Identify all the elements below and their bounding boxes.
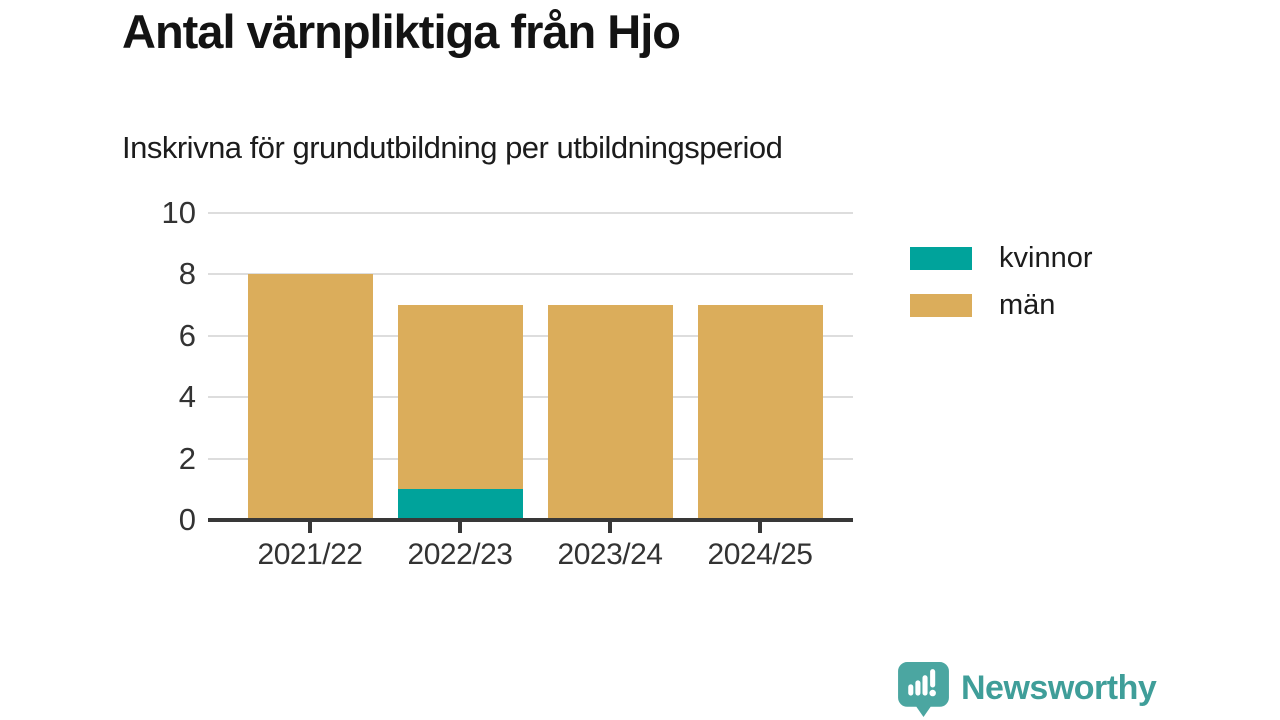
bar-segment-kvinnor [397, 489, 523, 520]
x-tick-mark [458, 522, 462, 533]
bar-segment-män [697, 305, 823, 520]
y-tick-label: 8 [178, 256, 196, 292]
x-tick-label: 2024/25 [707, 538, 813, 571]
brand-wordmark: Newsworthy [961, 669, 1157, 707]
brand-footer: Newsworthy [897, 661, 1157, 719]
gridline-2 [208, 457, 853, 460]
y-tick-label: 0 [178, 502, 196, 537]
y-tick-label: 2 [178, 440, 196, 476]
legend: kvinnor män [910, 242, 1093, 341]
chart-subtitle: Inskrivna för grundutbildning per utbild… [122, 130, 783, 165]
gridline-4 [208, 396, 853, 399]
x-tick-label: 2023/24 [557, 538, 663, 571]
y-tick-label: 6 [178, 317, 196, 353]
bar-stack-2021/22 [247, 274, 373, 520]
legend-item-man: män [910, 289, 1093, 321]
x-axis-line [208, 518, 853, 522]
bar-segment-män [397, 305, 523, 490]
x-tick-mark [308, 522, 312, 533]
y-tick-label: 10 [161, 195, 196, 230]
bar-segment-män [247, 274, 373, 520]
x-tick-label: 2022/23 [407, 538, 513, 571]
legend-label-man: män [999, 289, 1056, 321]
legend-label-kvinnor: kvinnor [999, 242, 1093, 274]
bar-stack-2022/23 [397, 305, 523, 520]
newsworthy-logo-icon [898, 662, 949, 717]
gridline-8 [208, 273, 853, 276]
bar-stack-2023/24 [547, 305, 673, 520]
legend-item-kvinnor: kvinnor [910, 242, 1093, 274]
legend-swatch-man [910, 294, 972, 317]
gridline-10 [208, 212, 853, 214]
legend-swatch-kvinnor [910, 247, 972, 270]
x-axis: 2021/22 2022/23 2023/24 2024/25 [208, 520, 853, 590]
x-tick-mark [758, 522, 762, 533]
x-tick-mark [608, 522, 612, 533]
plot-area [208, 212, 853, 522]
x-tick-label: 2021/22 [257, 538, 363, 571]
y-tick-label: 4 [178, 379, 196, 415]
bar-stack-2024/25 [697, 305, 823, 520]
y-axis-labels: 0 2 4 6 8 10 [100, 196, 196, 537]
gridline-6 [208, 334, 853, 337]
chart-title: Antal värnpliktiga från Hjo [122, 5, 681, 58]
bar-segment-män [547, 305, 673, 520]
